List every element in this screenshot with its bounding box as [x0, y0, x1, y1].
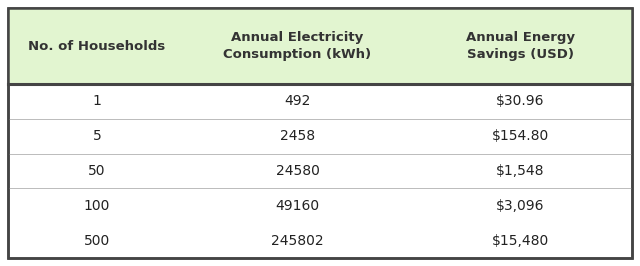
Text: 245802: 245802	[271, 234, 324, 248]
Text: 492: 492	[284, 94, 311, 109]
Text: 500: 500	[84, 234, 110, 248]
Bar	[8, 8, 632, 84]
Text: 24580: 24580	[276, 164, 319, 178]
Text: $1,548: $1,548	[497, 164, 545, 178]
Text: No. of Households: No. of Households	[28, 39, 166, 52]
Text: Annual Electricity
Consumption (kWh): Annual Electricity Consumption (kWh)	[223, 31, 372, 61]
Text: 5: 5	[93, 129, 101, 143]
Text: $30.96: $30.96	[497, 94, 545, 109]
Text: 100: 100	[84, 199, 110, 213]
Text: $15,480: $15,480	[492, 234, 549, 248]
Text: 50: 50	[88, 164, 106, 178]
Text: 2458: 2458	[280, 129, 315, 143]
Text: 49160: 49160	[275, 199, 319, 213]
Text: $3,096: $3,096	[497, 199, 545, 213]
Text: $154.80: $154.80	[492, 129, 549, 143]
Text: 1: 1	[93, 94, 101, 109]
Text: Annual Energy
Savings (USD): Annual Energy Savings (USD)	[466, 31, 575, 61]
